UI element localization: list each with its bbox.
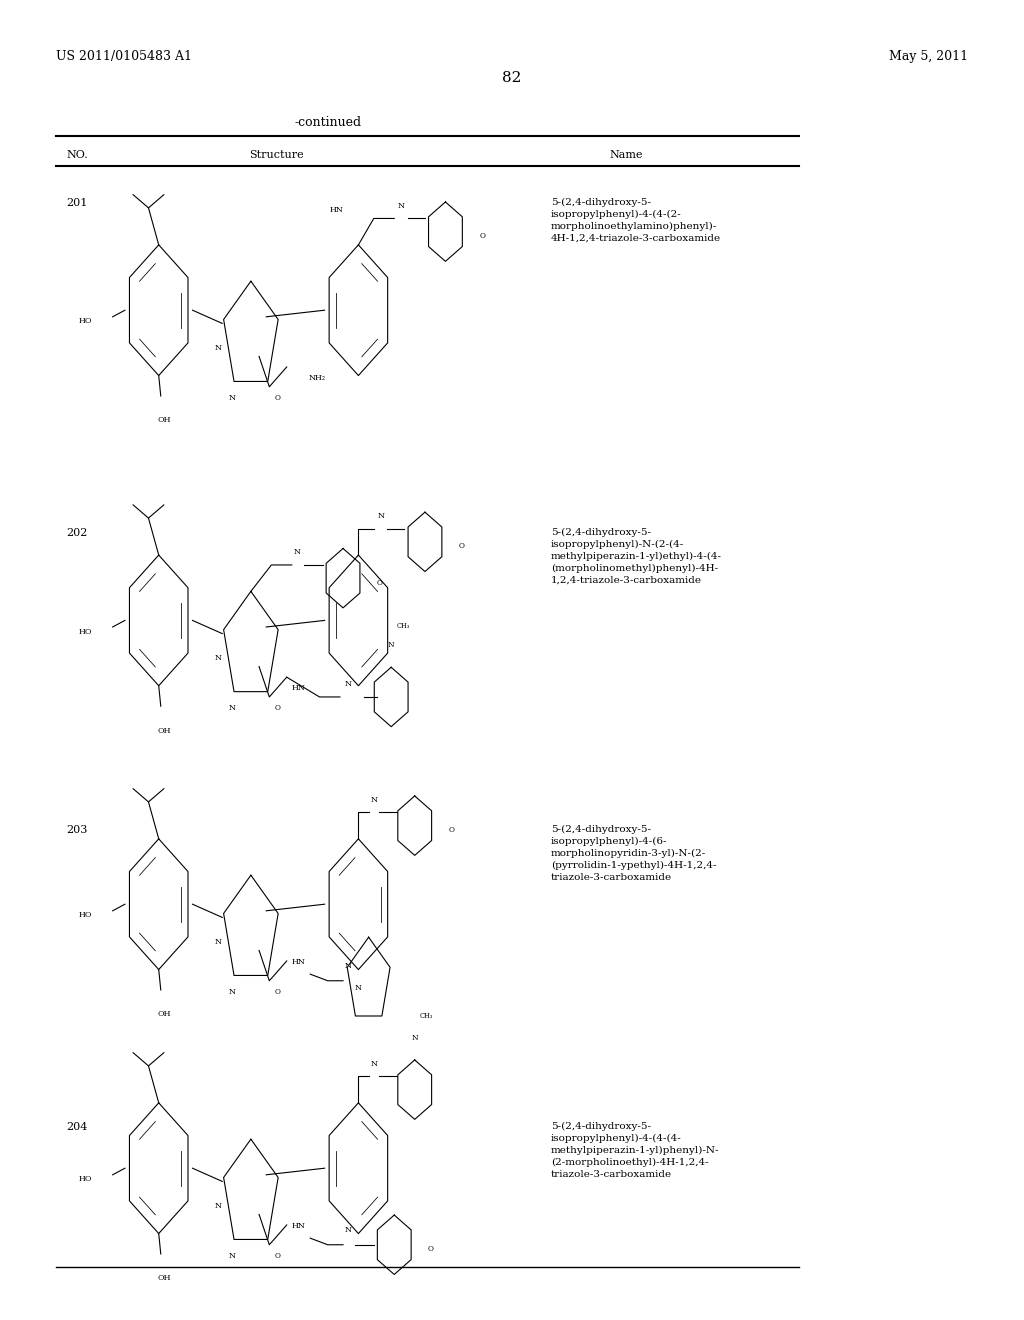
Text: N: N bbox=[215, 343, 221, 352]
Text: 201: 201 bbox=[67, 198, 88, 209]
Text: N: N bbox=[215, 937, 221, 946]
Text: N: N bbox=[229, 393, 236, 403]
Text: CH₃: CH₃ bbox=[396, 622, 410, 631]
Text: 203: 203 bbox=[67, 825, 88, 836]
Text: 5-(2,4-dihydroxy-5-
isopropylphenyl)-4-(4-(4-
methylpiperazin-1-yl)phenyl)-N-
(2: 5-(2,4-dihydroxy-5- isopropylphenyl)-4-(… bbox=[551, 1122, 720, 1179]
Text: N: N bbox=[215, 653, 221, 663]
Text: N: N bbox=[355, 983, 361, 993]
Text: HN: HN bbox=[329, 206, 343, 214]
Text: N: N bbox=[345, 680, 351, 689]
Text: NO.: NO. bbox=[67, 150, 88, 161]
Text: OH: OH bbox=[157, 1010, 171, 1019]
Text: O: O bbox=[428, 1245, 434, 1254]
Text: OH: OH bbox=[157, 1274, 171, 1283]
Text: N: N bbox=[345, 961, 351, 970]
Text: O: O bbox=[479, 232, 485, 240]
Text: Name: Name bbox=[609, 150, 643, 161]
Text: 82: 82 bbox=[503, 71, 521, 86]
Text: HN: HN bbox=[292, 957, 306, 966]
Text: N: N bbox=[229, 1251, 236, 1261]
Text: Structure: Structure bbox=[249, 150, 304, 161]
Text: -continued: -continued bbox=[294, 116, 361, 129]
Text: 5-(2,4-dihydroxy-5-
isopropylphenyl)-4-(6-
morpholinopyridin-3-yl)-N-(2-
(pyrrol: 5-(2,4-dihydroxy-5- isopropylphenyl)-4-(… bbox=[551, 825, 717, 882]
Text: HO: HO bbox=[79, 1175, 92, 1184]
Text: 204: 204 bbox=[67, 1122, 88, 1133]
Text: O: O bbox=[459, 543, 465, 550]
Text: N: N bbox=[398, 202, 404, 210]
Text: O: O bbox=[274, 704, 281, 713]
Text: 5-(2,4-dihydroxy-5-
isopropylphenyl)-N-(2-(4-
methylpiperazin-1-yl)ethyl)-4-(4-
: 5-(2,4-dihydroxy-5- isopropylphenyl)-N-(… bbox=[551, 528, 722, 585]
Text: N: N bbox=[412, 1034, 418, 1041]
Text: HN: HN bbox=[292, 1221, 306, 1230]
Text: 202: 202 bbox=[67, 528, 88, 539]
Text: HO: HO bbox=[79, 317, 92, 326]
Text: N: N bbox=[388, 640, 394, 649]
Text: O: O bbox=[377, 578, 383, 587]
Text: May 5, 2011: May 5, 2011 bbox=[889, 50, 968, 63]
Text: N: N bbox=[294, 548, 300, 557]
Text: US 2011/0105483 A1: US 2011/0105483 A1 bbox=[56, 50, 193, 63]
Text: N: N bbox=[229, 704, 236, 713]
Text: OH: OH bbox=[157, 416, 171, 425]
Text: N: N bbox=[215, 1201, 221, 1210]
Text: NH₂: NH₂ bbox=[308, 374, 326, 383]
Text: N: N bbox=[378, 512, 384, 520]
Text: O: O bbox=[274, 1251, 281, 1261]
Text: O: O bbox=[274, 987, 281, 997]
Text: HO: HO bbox=[79, 911, 92, 920]
Text: OH: OH bbox=[157, 726, 171, 735]
Text: N: N bbox=[345, 1225, 351, 1234]
Text: N: N bbox=[229, 987, 236, 997]
Text: N: N bbox=[371, 1060, 377, 1068]
Text: N: N bbox=[371, 796, 377, 804]
Text: 5-(2,4-dihydroxy-5-
isopropylphenyl)-4-(4-(2-
morpholinoethylamino)phenyl)-
4H-1: 5-(2,4-dihydroxy-5- isopropylphenyl)-4-(… bbox=[551, 198, 721, 243]
Text: O: O bbox=[449, 826, 455, 834]
Text: CH₃: CH₃ bbox=[420, 1012, 433, 1020]
Text: HN: HN bbox=[291, 684, 305, 693]
Text: HO: HO bbox=[79, 627, 92, 636]
Text: O: O bbox=[274, 393, 281, 403]
